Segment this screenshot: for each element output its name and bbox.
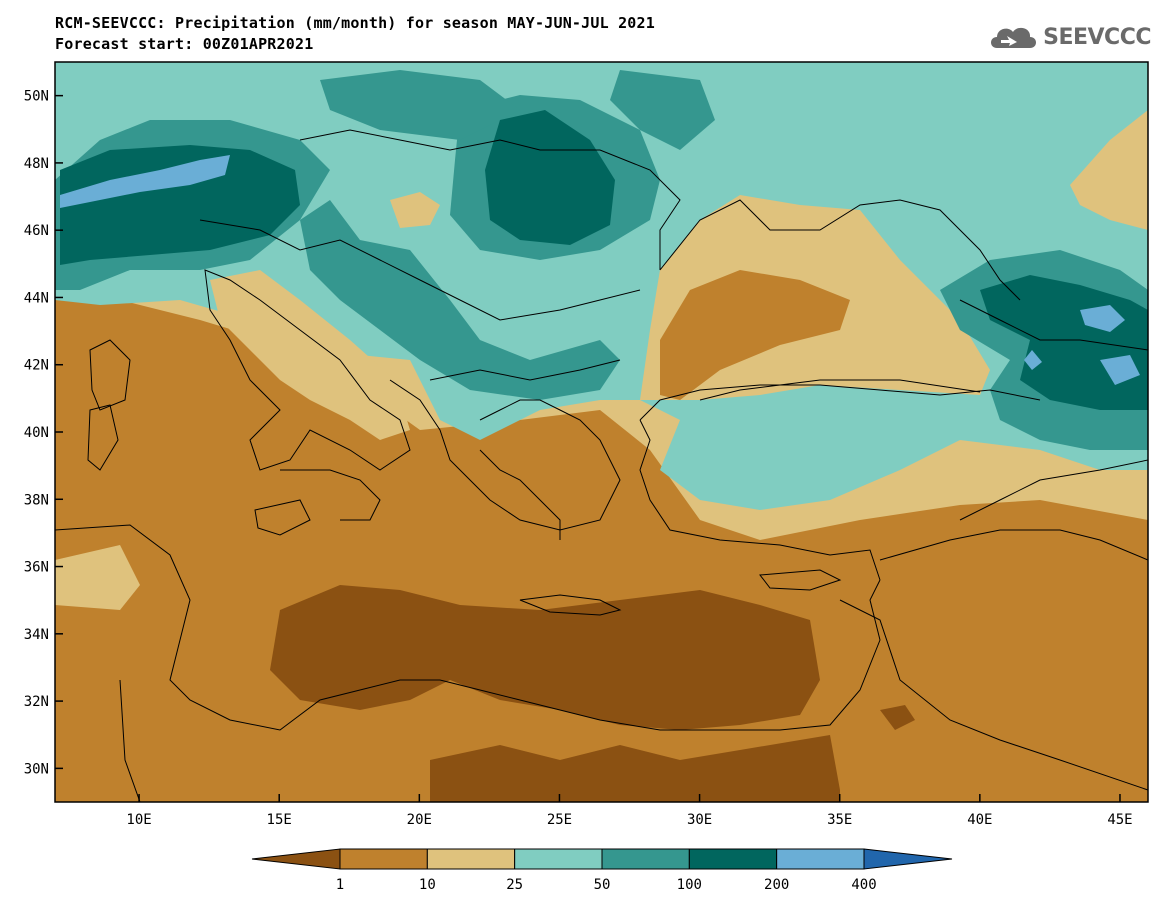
lon-tick-label: 15E: [267, 812, 292, 828]
colorbar-segment: [688, 848, 778, 870]
lat-tick-label: 38N: [24, 492, 49, 508]
forecast-start-subtitle: Forecast start: 00Z01APR2021: [55, 35, 314, 53]
lon-tick-label: 10E: [126, 812, 151, 828]
colorbar-min-arrow: [251, 848, 341, 870]
lon-tick-label: 45E: [1107, 812, 1132, 828]
lat-tick-label: 46N: [24, 223, 49, 239]
colorbar-segment: [776, 848, 865, 870]
colorbar-level-label: 25: [506, 877, 523, 893]
lat-tick-label: 36N: [24, 560, 49, 576]
lat-tick-label: 50N: [24, 89, 49, 105]
seevccc-logo: SEEVCCC: [987, 22, 1151, 52]
colorbar-legend: 1 10 25 50 100 200 400: [251, 848, 953, 893]
lat-tick-label: 44N: [24, 290, 49, 306]
colorbar-level-label: 10: [419, 877, 436, 893]
colorbar-segment: [426, 848, 516, 870]
lat-tick-label: 32N: [24, 694, 49, 710]
colorbar-segment: [339, 848, 428, 870]
lat-tick-label: 30N: [24, 761, 49, 777]
lat-tick-label: 40N: [24, 425, 49, 441]
colorbar-max-arrow: [863, 848, 953, 870]
colorbar-level-label: 400: [851, 877, 876, 893]
colorbar-level-label: 100: [677, 877, 702, 893]
lon-tick-label: 35E: [827, 812, 852, 828]
colorbar-segment: [601, 848, 690, 870]
latitude-axis: 30N 32N 34N 36N 38N 40N 42N 44N 46N 48N 50N: [24, 89, 63, 777]
lon-tick-label: 25E: [547, 812, 572, 828]
cloud-icon: [991, 27, 1037, 48]
lon-tick-label: 30E: [687, 812, 712, 828]
coastlines-and-borders: [55, 129, 1148, 802]
colorbar-level-label: 50: [594, 877, 611, 893]
logo-text: SEEVCCC: [1043, 24, 1151, 50]
precipitation-field: [55, 62, 1148, 802]
longitude-axis: 10E 15E 20E 25E 30E 35E 40E 45E: [126, 794, 1133, 828]
lon-tick-label: 40E: [967, 812, 992, 828]
colorbar-level-label: 1: [336, 877, 344, 893]
colorbar-segment: [514, 848, 603, 870]
lat-tick-label: 48N: [24, 156, 49, 172]
lat-tick-label: 34N: [24, 627, 49, 643]
lat-tick-label: 42N: [24, 358, 49, 374]
colorbar-level-label: 200: [764, 877, 789, 893]
map-title: RCM-SEEVCCC: Precipitation (mm/month) fo…: [55, 14, 655, 32]
lon-tick-label: 20E: [407, 812, 432, 828]
